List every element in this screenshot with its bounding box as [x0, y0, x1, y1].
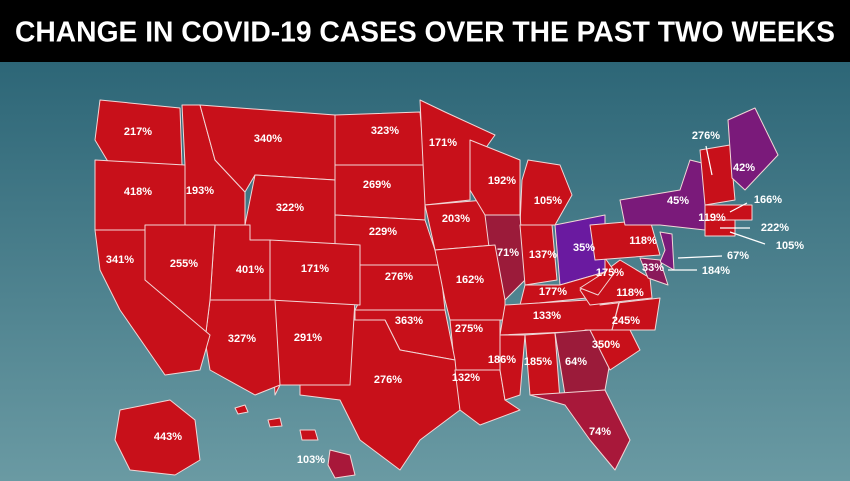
- state-label: 33%: [642, 262, 664, 274]
- state-label: 418%: [124, 186, 152, 198]
- state-label: 133%: [533, 310, 561, 322]
- title-bar: [0, 0, 850, 62]
- state-label: 245%: [612, 315, 640, 327]
- state-label: 171%: [301, 263, 329, 275]
- state-label: 269%: [363, 179, 391, 191]
- state-label: 255%: [170, 258, 198, 270]
- state-label: 166%: [754, 194, 782, 206]
- state-label: 322%: [276, 202, 304, 214]
- state-label: 186%: [488, 354, 516, 366]
- state-label: 222%: [761, 222, 789, 234]
- state-label: 193%: [186, 185, 214, 197]
- state-label: 35%: [573, 242, 595, 254]
- state-label: 323%: [371, 125, 399, 137]
- state-label: 291%: [294, 332, 322, 344]
- state-label: 132%: [452, 372, 480, 384]
- state-label: 74%: [589, 426, 611, 438]
- state-label: 340%: [254, 133, 282, 145]
- states: [94, 99, 779, 479]
- title: CHANGE IN COVID-19 CASES OVER THE PAST T…: [15, 17, 835, 49]
- state-label: 175%: [596, 267, 624, 279]
- state-label: 276%: [692, 130, 720, 142]
- state-label: 118%: [616, 287, 644, 299]
- state-label: 67%: [727, 250, 749, 262]
- state-label: 171%: [429, 137, 457, 149]
- state-label: 105%: [534, 195, 562, 207]
- state-label: 275%: [455, 323, 483, 335]
- state-label: 363%: [395, 315, 423, 327]
- state-label: 71%: [497, 247, 519, 259]
- state-label: 401%: [236, 264, 264, 276]
- state-label: 162%: [456, 274, 484, 286]
- state-label: 443%: [154, 431, 182, 443]
- state-label: 185%: [524, 356, 552, 368]
- state-label: 217%: [124, 126, 152, 138]
- state-label: 103%: [297, 454, 325, 466]
- state-label: 203%: [442, 213, 470, 225]
- state-label: 192%: [488, 175, 516, 187]
- state-label: 119%: [698, 212, 726, 224]
- state-label: 229%: [369, 226, 397, 238]
- state-label: 105%: [776, 240, 804, 252]
- state-label: 137%: [529, 249, 557, 261]
- state-label: 276%: [374, 374, 402, 386]
- state-label: 118%: [629, 235, 657, 247]
- state-label: 350%: [592, 339, 620, 351]
- state-label: 64%: [565, 356, 587, 368]
- state-label: 45%: [667, 195, 689, 207]
- state-label: 177%: [539, 286, 567, 298]
- state-label: 276%: [385, 271, 413, 283]
- state-label: 327%: [228, 333, 256, 345]
- leader-lines: [668, 145, 766, 271]
- state-label: 341%: [106, 254, 134, 266]
- state-label: 42%: [733, 162, 755, 174]
- state-label: 184%: [702, 265, 730, 277]
